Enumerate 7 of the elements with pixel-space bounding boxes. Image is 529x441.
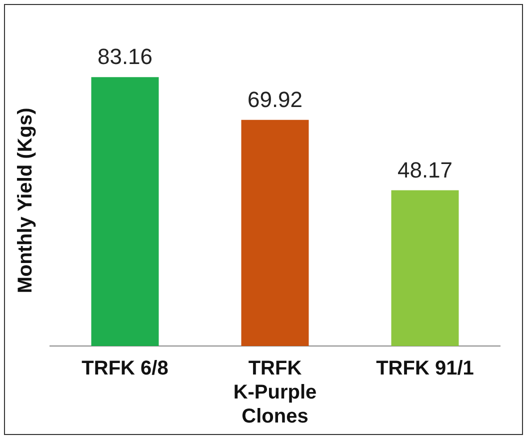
data-label: 69.92 xyxy=(247,86,303,112)
x-tick-label: TRFK 91/1 xyxy=(376,358,474,380)
data-label: 83.16 xyxy=(97,44,153,70)
y-axis-title: Monthly Yield (Kgs) xyxy=(14,108,37,294)
data-label: 48.17 xyxy=(397,157,453,182)
x-tick-label: TRFK 6/8 xyxy=(82,358,168,380)
x-tick-label: TRFK K-Purple Clones xyxy=(233,358,317,428)
